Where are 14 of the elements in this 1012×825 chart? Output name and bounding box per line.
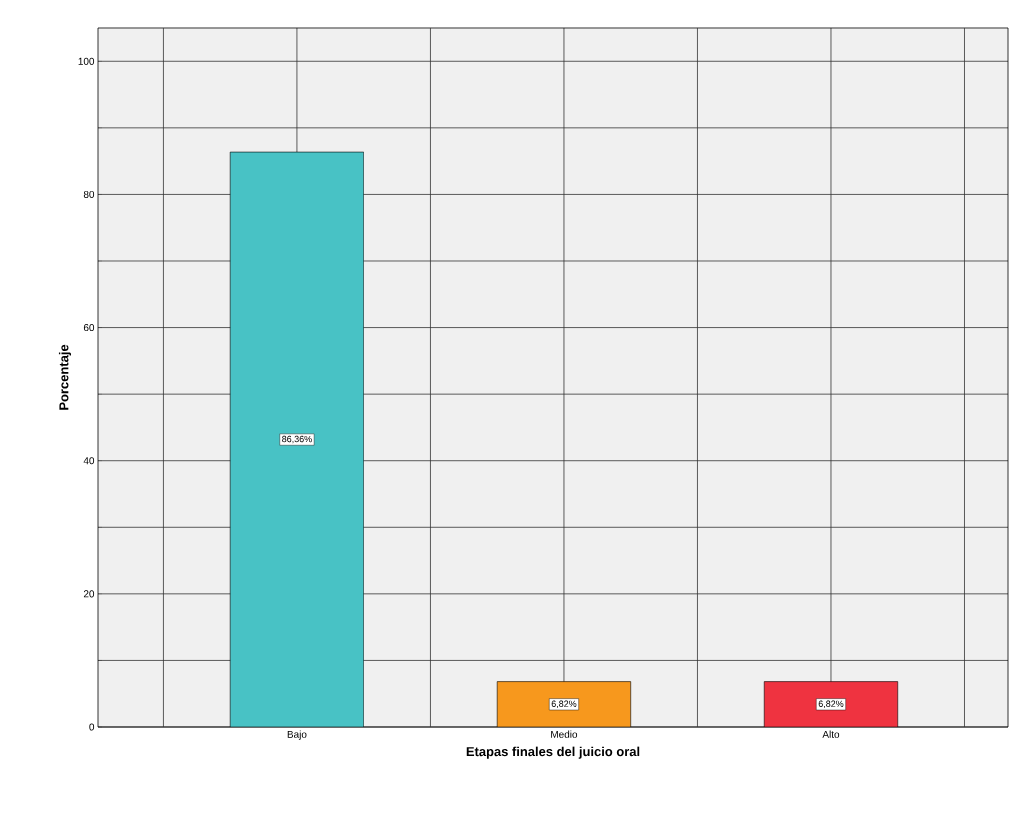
y-tick-label: 20 bbox=[83, 590, 95, 598]
x-tick-label: Medio bbox=[551, 730, 578, 738]
data-label: 6,82% bbox=[818, 700, 844, 708]
data-label: 6,82% bbox=[551, 700, 577, 708]
y-tick-label: 100 bbox=[78, 57, 95, 65]
x-tick-label: Bajo bbox=[287, 730, 307, 740]
y-axis-title: Porcentaje bbox=[58, 344, 72, 410]
y-tick-label: 0 bbox=[89, 723, 95, 731]
y-tick-label: 40 bbox=[83, 457, 95, 465]
y-tick-label: 80 bbox=[83, 190, 95, 198]
x-axis-title: Etapas finales del juicio oral bbox=[466, 746, 640, 759]
y-tick-label: 60 bbox=[83, 324, 95, 332]
x-tick-label: Alto bbox=[822, 730, 840, 738]
data-label: 86,36% bbox=[282, 435, 312, 444]
